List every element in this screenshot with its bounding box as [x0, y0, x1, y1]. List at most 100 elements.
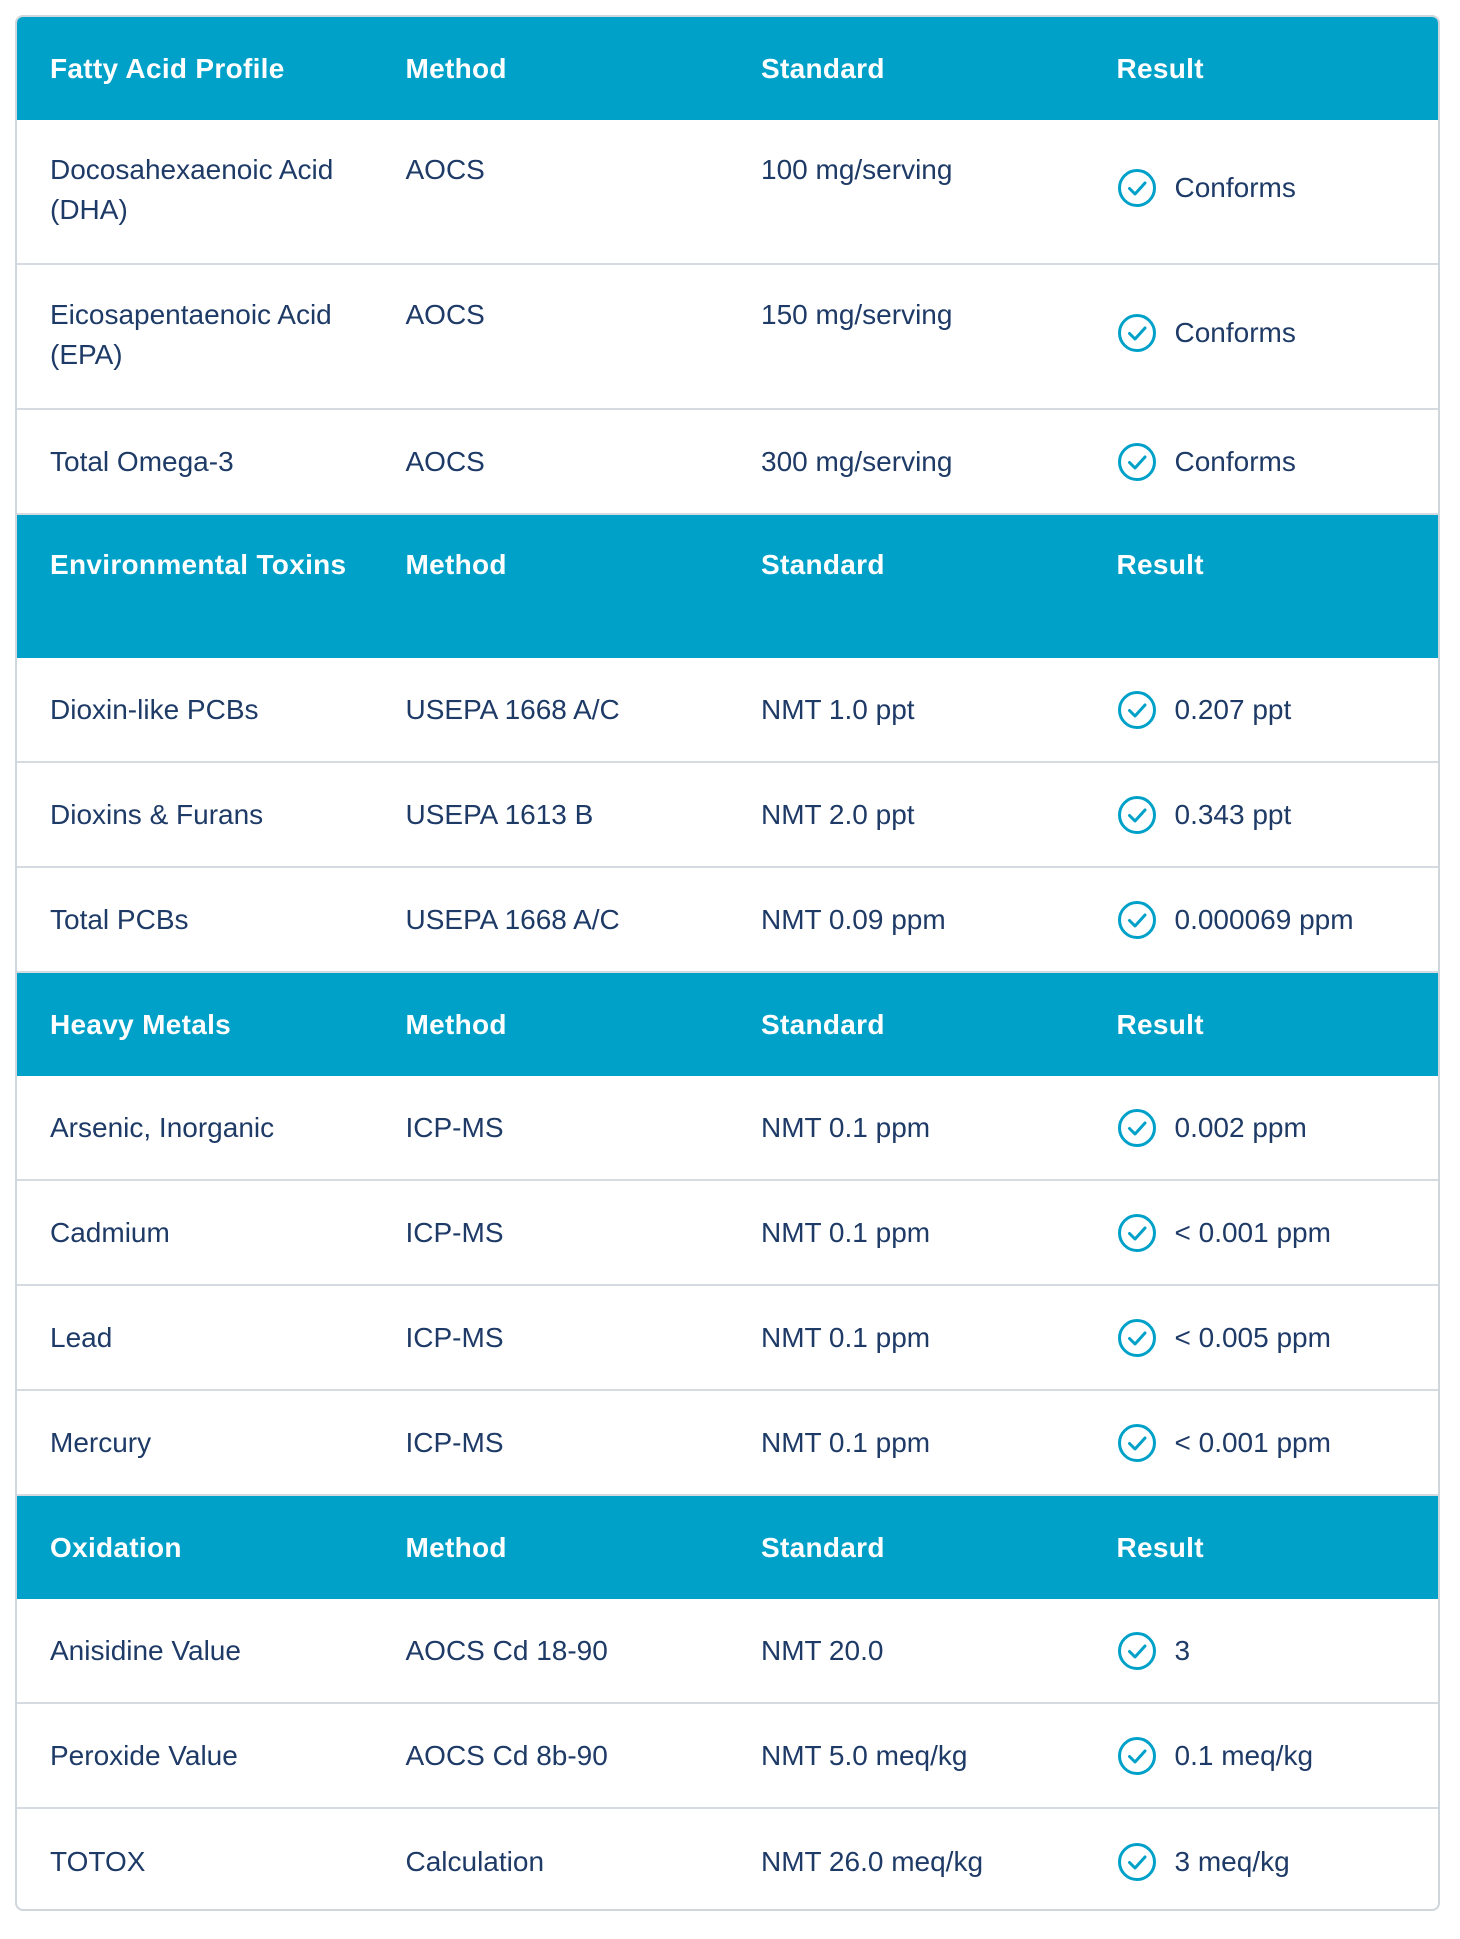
row-method: ICP-MS	[405, 1216, 504, 1248]
header-result: Result	[1116, 1008, 1204, 1040]
header-standard: Standard	[761, 52, 885, 84]
row-analyte: Arsenic, Inorganic	[50, 1111, 275, 1143]
row-standard: NMT 0.1 ppm	[761, 1111, 931, 1143]
row-standard: 300 mg/serving	[761, 445, 953, 477]
table-row: Mercury ICP-MS NMT 0.1 ppm < 0.001 ppm	[17, 1391, 1438, 1496]
row-analyte: Mercury	[50, 1426, 152, 1458]
result-value: < 0.001 ppm	[1174, 1216, 1331, 1248]
row-analyte: Total PCBs	[50, 903, 189, 935]
row-method: USEPA 1668 A/C	[405, 693, 620, 725]
table-row: Anisidine Value AOCS Cd 18-90 NMT 20.0 3	[17, 1599, 1438, 1704]
result-value: < 0.001 ppm	[1174, 1426, 1331, 1458]
row-analyte: Docosahexaenoic Acid (DHA)	[50, 154, 334, 225]
row-standard: NMT 26.0 meq/kg	[761, 1845, 984, 1877]
result-value: 3 meq/kg	[1174, 1845, 1290, 1877]
row-method: AOCS	[405, 445, 485, 477]
header-method: Method	[405, 52, 507, 84]
check-circle-icon	[1117, 1108, 1157, 1148]
row-result: 3	[1084, 1631, 1439, 1671]
row-standard: NMT 1.0 ppt	[761, 693, 915, 725]
section-header-environmental-toxins: Environmental Toxins Method Standard Res…	[17, 515, 1438, 658]
header-category: Oxidation	[50, 1531, 182, 1563]
header-method: Method	[405, 549, 507, 580]
row-analyte: Total Omega-3	[50, 445, 234, 477]
row-method: USEPA 1613 B	[405, 798, 594, 830]
row-standard: NMT 0.09 ppm	[761, 903, 946, 935]
result-value: < 0.005 ppm	[1174, 1321, 1331, 1353]
check-circle-icon	[1117, 1842, 1157, 1882]
table-row: Arsenic, Inorganic ICP-MS NMT 0.1 ppm 0.…	[17, 1076, 1438, 1181]
row-result: Conforms	[1084, 442, 1439, 482]
table-row: Lead ICP-MS NMT 0.1 ppm < 0.005 ppm	[17, 1286, 1438, 1391]
table-row: Cadmium ICP-MS NMT 0.1 ppm < 0.001 ppm	[17, 1181, 1438, 1286]
section-header-heavy-metals: Heavy Metals Method Standard Result	[17, 973, 1438, 1076]
header-standard: Standard	[761, 1531, 885, 1563]
check-circle-icon	[1117, 1318, 1157, 1358]
row-analyte: Anisidine Value	[50, 1634, 241, 1666]
table-row: Docosahexaenoic Acid (DHA) AOCS 100 mg/s…	[17, 120, 1438, 265]
header-method: Method	[405, 1531, 507, 1563]
header-standard: Standard	[761, 549, 885, 580]
header-standard: Standard	[761, 1008, 885, 1040]
result-value: 3	[1174, 1634, 1191, 1666]
row-result: < 0.001 ppm	[1084, 1213, 1439, 1253]
row-analyte: TOTOX	[50, 1845, 146, 1877]
row-method: AOCS	[405, 299, 485, 330]
row-analyte: Dioxins & Furans	[50, 798, 264, 830]
row-method: AOCS	[405, 154, 485, 185]
row-standard: 150 mg/serving	[761, 299, 953, 330]
header-category: Environmental Toxins	[50, 549, 347, 580]
row-result: Conforms	[1084, 313, 1439, 353]
row-method: AOCS Cd 8b-90	[405, 1739, 608, 1771]
row-standard: 100 mg/serving	[761, 154, 953, 185]
table-row: Peroxide Value AOCS Cd 8b-90 NMT 5.0 meq…	[17, 1704, 1438, 1809]
row-method: USEPA 1668 A/C	[405, 903, 620, 935]
row-result: 0.343 ppt	[1084, 795, 1439, 835]
row-standard: NMT 5.0 meq/kg	[761, 1739, 968, 1771]
result-value: Conforms	[1174, 317, 1296, 348]
row-method: AOCS Cd 18-90	[405, 1634, 608, 1666]
row-standard: NMT 20.0	[761, 1634, 884, 1666]
section-header-fatty-acid: Fatty Acid Profile Method Standard Resul…	[17, 17, 1438, 120]
row-result: < 0.005 ppm	[1084, 1318, 1439, 1358]
row-result: < 0.001 ppm	[1084, 1423, 1439, 1463]
row-method: ICP-MS	[405, 1321, 504, 1353]
check-circle-icon	[1117, 1631, 1157, 1671]
header-result: Result	[1116, 52, 1204, 84]
result-value: 0.207 ppt	[1174, 693, 1292, 725]
result-value: 0.000069 ppm	[1174, 903, 1354, 935]
row-standard: NMT 0.1 ppm	[761, 1426, 931, 1458]
check-circle-icon	[1117, 168, 1157, 208]
result-value: 0.1 meq/kg	[1174, 1739, 1314, 1771]
row-result: 0.1 meq/kg	[1084, 1736, 1439, 1776]
result-value: Conforms	[1174, 445, 1296, 477]
row-result: 0.000069 ppm	[1084, 900, 1439, 940]
table-row: Dioxins & Furans USEPA 1613 B NMT 2.0 pp…	[17, 763, 1438, 868]
result-value: Conforms	[1174, 172, 1296, 203]
header-result: Result	[1116, 1531, 1204, 1563]
row-analyte: Cadmium	[50, 1216, 170, 1248]
section-header-oxidation: Oxidation Method Standard Result	[17, 1496, 1438, 1599]
row-method: ICP-MS	[405, 1111, 504, 1143]
check-circle-icon	[1117, 1213, 1157, 1253]
row-result: Conforms	[1084, 168, 1439, 208]
row-analyte: Dioxin-like PCBs	[50, 693, 259, 725]
table-row: Dioxin-like PCBs USEPA 1668 A/C NMT 1.0 …	[17, 658, 1438, 763]
row-analyte: Lead	[50, 1321, 113, 1353]
row-result: 0.207 ppt	[1084, 690, 1439, 730]
row-analyte: Eicosapentaenoic Acid (EPA)	[50, 299, 332, 370]
row-standard: NMT 0.1 ppm	[761, 1321, 931, 1353]
row-standard: NMT 0.1 ppm	[761, 1216, 931, 1248]
row-method: ICP-MS	[405, 1426, 504, 1458]
row-standard: NMT 2.0 ppt	[761, 798, 915, 830]
check-circle-icon	[1117, 690, 1157, 730]
test-results-table: Fatty Acid Profile Method Standard Resul…	[15, 15, 1440, 1911]
row-result: 0.002 ppm	[1084, 1108, 1439, 1148]
table-row: Total Omega-3 AOCS 300 mg/serving Confor…	[17, 410, 1438, 515]
check-circle-icon	[1117, 313, 1157, 353]
result-value: 0.343 ppt	[1174, 798, 1292, 830]
header-result: Result	[1116, 549, 1204, 580]
check-circle-icon	[1117, 795, 1157, 835]
result-value: 0.002 ppm	[1174, 1111, 1307, 1143]
row-analyte: Peroxide Value	[50, 1739, 238, 1771]
